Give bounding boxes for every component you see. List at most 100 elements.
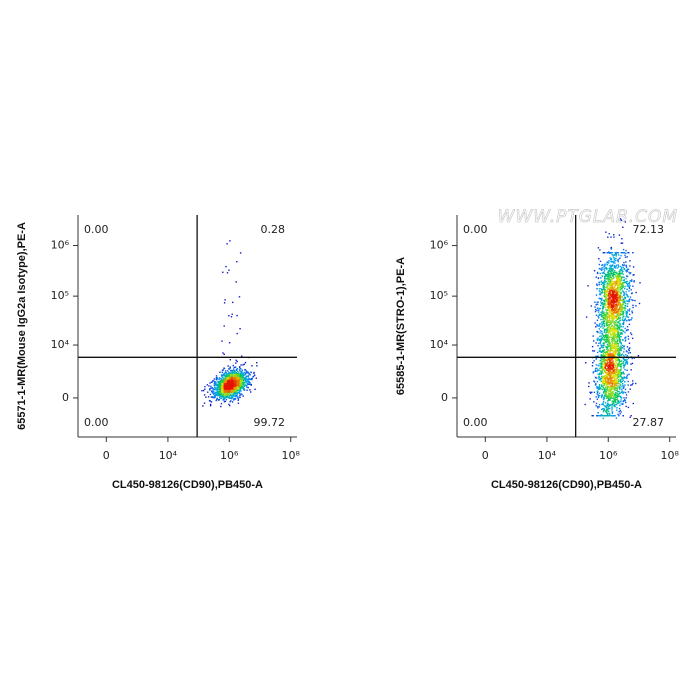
event-dot — [607, 280, 609, 283]
event-dot — [625, 261, 627, 263]
event-dot — [618, 316, 620, 319]
event-dot — [598, 386, 601, 389]
event-dot — [616, 296, 618, 298]
event-dot — [617, 292, 619, 294]
event-dot — [608, 358, 610, 361]
event-dot — [216, 390, 218, 392]
event-dot — [606, 382, 608, 384]
event-dot — [630, 289, 632, 291]
event-dot — [603, 304, 605, 306]
event-dot — [232, 381, 234, 383]
event-dot — [213, 378, 215, 380]
event-dot — [595, 314, 598, 316]
event-dot — [224, 388, 226, 390]
event-dot — [628, 285, 630, 287]
event-dot — [611, 278, 613, 280]
event-dot — [607, 321, 610, 323]
event-dot — [601, 338, 604, 340]
event-dot — [213, 396, 216, 398]
event-dot — [606, 348, 608, 350]
event-dot — [598, 290, 601, 292]
event-dot — [615, 252, 617, 254]
event-dot — [608, 398, 610, 400]
event-dot — [605, 331, 608, 333]
event-dot — [217, 384, 220, 387]
event-dot — [615, 255, 617, 257]
event-dot — [236, 360, 238, 363]
event-dot — [603, 377, 605, 380]
event-dot — [604, 289, 606, 291]
event-dot — [608, 379, 610, 381]
event-dot — [606, 299, 608, 301]
event-dot — [232, 391, 234, 393]
event-dot — [599, 363, 601, 365]
event-dot — [609, 326, 611, 328]
event-dot — [253, 372, 255, 375]
event-dot — [230, 390, 232, 392]
event-dot — [622, 403, 624, 405]
event-dot — [621, 299, 623, 301]
event-dot — [229, 386, 231, 388]
event-dot — [226, 375, 229, 377]
event-dot — [602, 415, 604, 417]
y-axis-title: 65585-1-MR(STRO-1),PE-A — [395, 257, 407, 395]
event-dot — [615, 284, 617, 286]
event-dot — [589, 391, 591, 393]
event-dot — [620, 309, 623, 311]
event-dot — [600, 323, 602, 325]
event-dot — [626, 359, 628, 361]
event-dot — [609, 281, 611, 283]
event-dot — [611, 387, 613, 389]
event-dot — [609, 252, 611, 254]
event-dot — [604, 267, 606, 269]
event-dot — [618, 326, 621, 329]
event-dot — [626, 369, 628, 371]
event-dot — [599, 367, 601, 370]
event-dot — [622, 362, 624, 364]
event-dot — [628, 283, 630, 285]
event-dot — [629, 265, 631, 267]
event-dot — [598, 384, 601, 386]
event-dot — [601, 394, 604, 397]
event-dot — [248, 373, 250, 375]
event-dot — [609, 323, 611, 325]
event-dot — [240, 375, 242, 378]
event-dot — [215, 399, 217, 402]
event-dot — [601, 314, 604, 317]
event-dot — [632, 402, 634, 405]
event-dot — [610, 336, 612, 338]
event-dot — [616, 381, 618, 383]
event-dot — [616, 383, 618, 385]
event-dot — [600, 288, 602, 290]
event-dot — [216, 397, 218, 400]
event-dot — [608, 371, 610, 373]
event-dot — [596, 271, 599, 274]
event-dot — [627, 352, 630, 354]
event-dot — [618, 365, 621, 367]
event-dot — [233, 378, 235, 380]
event-dot — [630, 369, 632, 371]
event-dot — [211, 391, 213, 393]
event-dot — [603, 339, 606, 341]
event-dot — [613, 292, 615, 294]
event-dot — [610, 343, 613, 345]
event-dot — [623, 373, 625, 375]
event-dot — [617, 281, 620, 283]
event-dot — [220, 402, 223, 405]
event-dot — [631, 317, 633, 319]
event-dot — [209, 382, 211, 384]
event-dot — [630, 272, 632, 274]
event-dot — [627, 406, 630, 409]
event-dot — [621, 377, 623, 379]
event-dot — [605, 334, 607, 337]
event-dot — [619, 369, 622, 372]
event-dot — [597, 412, 599, 414]
event-dot — [220, 388, 223, 390]
quadrant-value: 0.00 — [84, 223, 109, 236]
event-dot — [231, 385, 233, 387]
event-dot — [602, 288, 604, 291]
event-dot — [598, 328, 600, 330]
event-dot — [602, 354, 604, 357]
event-dot — [613, 383, 616, 385]
